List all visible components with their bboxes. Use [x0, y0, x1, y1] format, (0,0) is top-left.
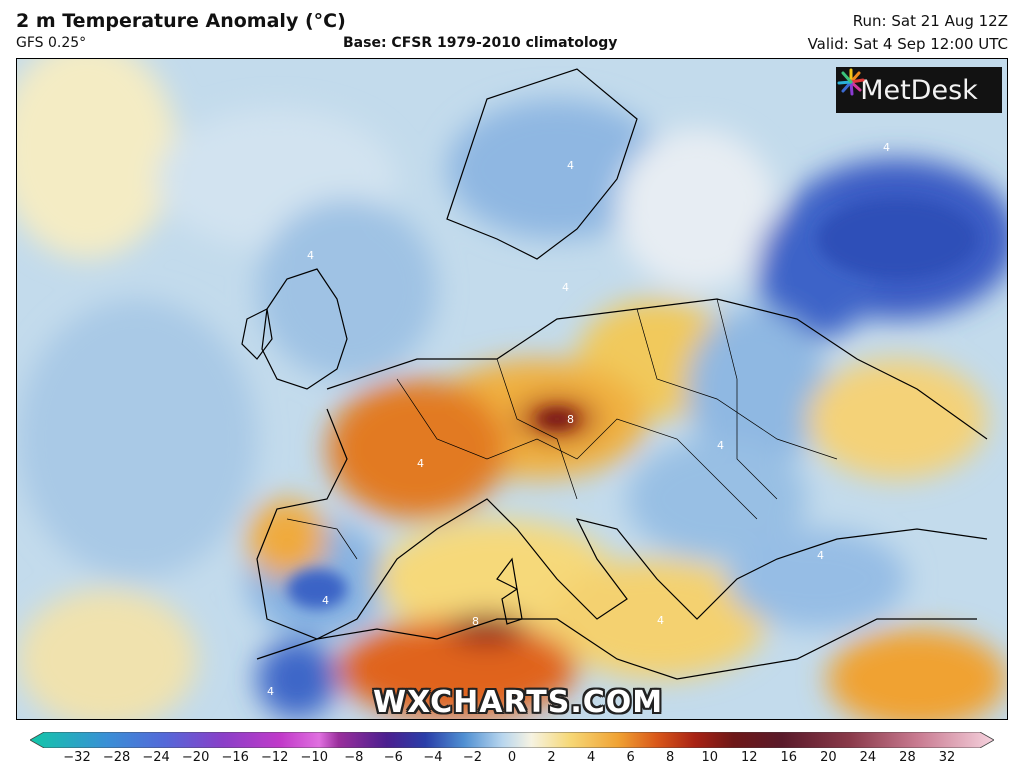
metdesk-logo: MetDesk — [836, 67, 1002, 113]
border-line — [716, 298, 778, 500]
temperature-anomaly-map[interactable]: 4 4 4 4 4 4 4 4 8 8 4 4 — [16, 58, 1008, 720]
colorbar — [30, 732, 994, 748]
contour-label: 4 — [417, 457, 424, 470]
colorbar-tick-label: −28 — [102, 750, 131, 765]
run-time-label: Run: Sat 21 Aug 12Z — [852, 12, 1008, 30]
colorbar-tick-label: 16 — [780, 750, 798, 765]
contour-label: 4 — [562, 281, 569, 294]
colorbar-tick-label: 10 — [701, 750, 718, 765]
coast-mediterranean-north — [256, 408, 988, 640]
anomaly-detail — [287, 199, 977, 609]
colorbar-tick-label: −20 — [181, 750, 210, 765]
colorbar-tick-label: −4 — [423, 750, 443, 765]
colorbar-tick-label: −6 — [383, 750, 403, 765]
map-canvas: 4 4 4 4 4 4 4 4 8 8 4 4 — [17, 59, 1007, 719]
contour-label: 8 — [472, 615, 479, 628]
colorbar-tick-label: 32 — [938, 750, 956, 765]
coast-sardinia — [501, 587, 523, 625]
watermark: WXCHARTS.COM — [373, 685, 664, 720]
model-label: GFS 0.25° — [16, 35, 87, 51]
contour-label: 4 — [567, 159, 574, 172]
colorbar-tick-label: 4 — [586, 750, 596, 765]
contour-label: 4 — [817, 549, 824, 562]
base-climatology-label: Base: CFSR 1979-2010 climatology — [343, 35, 618, 51]
colorbar-tick-label: 20 — [820, 750, 837, 765]
contour-label: 4 — [717, 439, 724, 452]
borders — [286, 298, 838, 560]
colorbar-gradient — [30, 732, 994, 748]
contour-labels: 4 4 4 4 4 4 4 4 8 8 4 4 — [267, 141, 890, 698]
border-line — [496, 358, 578, 500]
contour-label: 4 — [267, 685, 274, 698]
contour-label: 4 — [322, 594, 329, 607]
colorbar-tick-label: 6 — [626, 750, 635, 765]
coast-great-britain — [261, 268, 348, 390]
coastlines — [241, 68, 988, 680]
colorbar-tick-label: −24 — [142, 750, 170, 765]
colorbar-tick-label: −12 — [261, 750, 289, 765]
logo-text: MetDesk — [860, 74, 978, 106]
colorbar-tick-label: 8 — [666, 750, 675, 765]
colorbar-tick-label: −8 — [344, 750, 364, 765]
coast-corsica — [496, 557, 518, 591]
contour-label: 4 — [883, 141, 890, 154]
colorbar-tick-label: 28 — [899, 750, 916, 765]
border-line — [396, 378, 758, 520]
colorbar-tick-label: 2 — [547, 750, 556, 765]
coast-scandinavia — [446, 68, 638, 260]
colorbar-tick-label: −16 — [221, 750, 249, 765]
colorbar-tick-label: 0 — [507, 750, 517, 765]
colorbar-tick-label: −2 — [462, 750, 483, 765]
colorbar-tick-label: −10 — [300, 750, 328, 765]
anomaly-field — [17, 59, 1007, 719]
coast-north-africa — [256, 618, 977, 680]
border-line — [636, 308, 838, 460]
colorbar-tick-label: 12 — [740, 750, 758, 765]
colorbar-tick-label: 24 — [859, 750, 877, 765]
border-line — [286, 518, 358, 560]
contour-label: 8 — [567, 413, 574, 426]
map-title: 2 m Temperature Anomaly (°C) — [16, 10, 346, 32]
valid-time-label: Valid: Sat 4 Sep 12:00 UTC — [807, 35, 1008, 53]
contour-label: 4 — [657, 614, 664, 627]
coast-ireland — [241, 308, 273, 360]
colorbar-ticks: −32 −28 −24 −20 −16 −12 −10 −8 −6 −4 −2 0 2 4 6 8 10 12 16… — [0, 750, 1024, 772]
starburst-icon — [837, 68, 865, 96]
contour-label: 4 — [307, 249, 314, 262]
coast-north-europe — [326, 298, 988, 440]
colorbar-tick-label: −32 — [63, 750, 91, 765]
